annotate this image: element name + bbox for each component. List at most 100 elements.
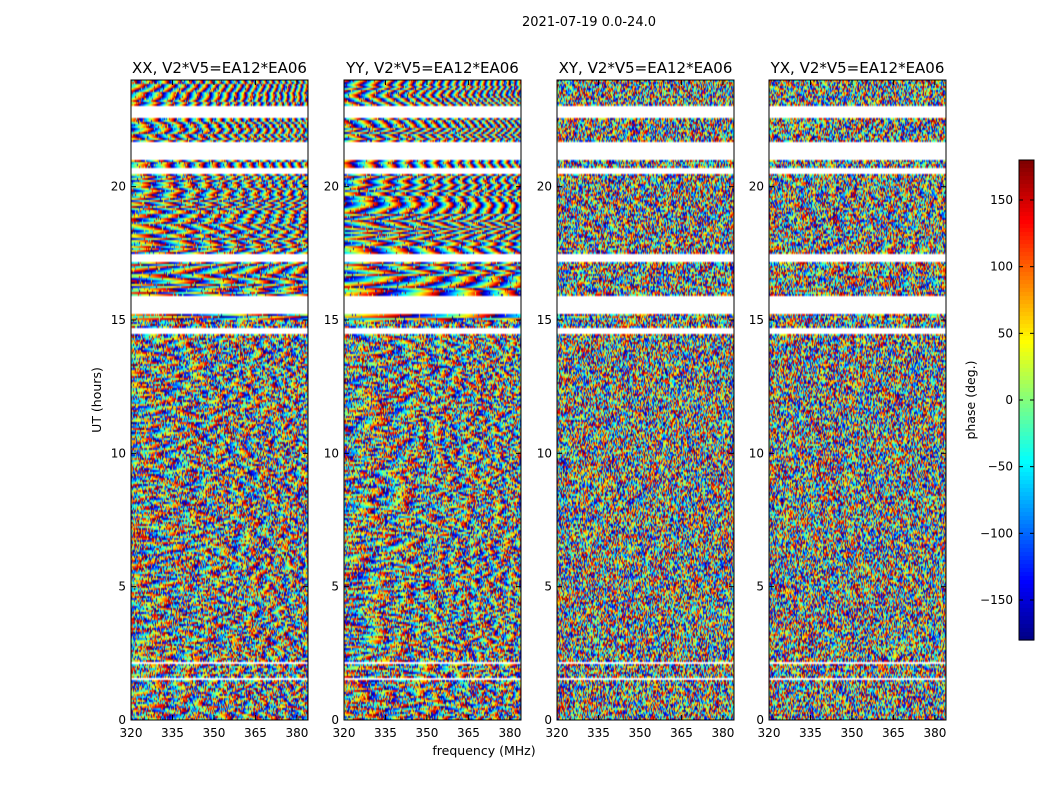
y-tick-label: 20 xyxy=(749,180,764,194)
x-tick-label: 350 xyxy=(841,726,864,740)
colorbar-segment xyxy=(1019,476,1034,481)
colorbar-segment xyxy=(1019,356,1034,361)
x-tick-label: 350 xyxy=(629,726,652,740)
colorbar-segment xyxy=(1019,552,1034,557)
y-tick-label: 20 xyxy=(324,180,339,194)
colorbar-segment xyxy=(1019,368,1034,373)
colorbar-segment xyxy=(1019,220,1034,225)
x-tick-label: 365 xyxy=(882,726,905,740)
heatmap-raster xyxy=(131,80,308,720)
colorbar-tick-label: −50 xyxy=(988,460,1013,474)
colorbar-segment xyxy=(1019,484,1034,489)
colorbar-segment xyxy=(1019,224,1034,229)
x-tick-label: 335 xyxy=(374,726,397,740)
y-tick-label: 0 xyxy=(544,713,552,727)
x-tick-label: 335 xyxy=(161,726,184,740)
x-tick-label: 380 xyxy=(285,726,308,740)
colorbar-segment xyxy=(1019,260,1034,265)
colorbar-segment xyxy=(1019,584,1034,589)
colorbar-segment xyxy=(1019,540,1034,545)
colorbar-segment xyxy=(1019,196,1034,201)
panel-title: YY, V2*V5=EA12*EA06 xyxy=(345,59,519,77)
colorbar-segment xyxy=(1019,292,1034,297)
colorbar-segment xyxy=(1019,408,1034,413)
y-tick-label: 20 xyxy=(111,180,126,194)
colorbar-segment xyxy=(1019,300,1034,305)
colorbar-segment xyxy=(1019,320,1034,325)
colorbar-segment xyxy=(1019,520,1034,525)
panel-2: XY, V2*V5=EA12*EA06 320 335 350 365 380 0 5 10 15… xyxy=(537,59,735,740)
colorbar-segment xyxy=(1019,380,1034,385)
colorbar-segment xyxy=(1019,436,1034,441)
colorbar-segment xyxy=(1019,596,1034,601)
colorbar-segment xyxy=(1019,636,1034,641)
colorbar-segment xyxy=(1019,244,1034,249)
colorbar-tick-label: −100 xyxy=(980,526,1013,540)
colorbar-segment xyxy=(1019,304,1034,309)
panel-frame xyxy=(130,79,309,721)
colorbar-segment xyxy=(1019,264,1034,269)
colorbar-segment xyxy=(1019,280,1034,285)
panel-title: YX, V2*V5=EA12*EA06 xyxy=(770,59,945,77)
colorbar-tick-label: 50 xyxy=(998,326,1013,340)
colorbar-segment xyxy=(1019,200,1034,205)
colorbar-segment xyxy=(1019,216,1034,221)
panel-frame xyxy=(556,79,735,721)
colorbar-segment xyxy=(1019,440,1034,445)
colorbar-segment xyxy=(1019,336,1034,341)
colorbar-segment xyxy=(1019,572,1034,577)
colorbar-segment xyxy=(1019,524,1034,529)
y-tick-label: 15 xyxy=(111,313,126,327)
colorbar-segment xyxy=(1019,288,1034,293)
x-tick-label: 350 xyxy=(416,726,439,740)
colorbar-segment xyxy=(1019,168,1034,173)
colorbar-segment xyxy=(1019,376,1034,381)
colorbar-segment xyxy=(1019,204,1034,209)
colorbar-segment xyxy=(1019,444,1034,449)
colorbar-segment xyxy=(1019,188,1034,193)
colorbar-segment xyxy=(1019,344,1034,349)
x-tick-label: 320 xyxy=(546,726,569,740)
colorbar-segment xyxy=(1019,372,1034,377)
colorbar-segment xyxy=(1019,164,1034,169)
y-tick-label: 0 xyxy=(118,713,126,727)
colorbar-segment xyxy=(1019,472,1034,477)
colorbar-segment xyxy=(1019,360,1034,365)
y-tick-label: 5 xyxy=(756,580,764,594)
heatmap-raster xyxy=(557,80,734,720)
colorbar-segment xyxy=(1019,608,1034,613)
colorbar-segment xyxy=(1019,316,1034,321)
y-tick-label: 0 xyxy=(756,713,764,727)
heatmap-raster xyxy=(344,80,521,720)
colorbar-segment xyxy=(1019,616,1034,621)
colorbar-segment xyxy=(1019,192,1034,197)
y-tick-label: 5 xyxy=(544,580,552,594)
colorbar-segment xyxy=(1019,600,1034,605)
colorbar-segment xyxy=(1019,180,1034,185)
colorbar-label: phase (deg.) xyxy=(963,361,978,440)
colorbar-segment xyxy=(1019,604,1034,609)
colorbar-segment xyxy=(1019,160,1034,165)
colorbar-tick-label: 150 xyxy=(990,193,1013,207)
y-axis-label: UT (hours) xyxy=(89,367,104,433)
y-tick-label: 10 xyxy=(537,446,552,460)
y-tick-label: 15 xyxy=(749,313,764,327)
colorbar-segment xyxy=(1019,620,1034,625)
x-tick-label: 365 xyxy=(457,726,480,740)
colorbar-segment xyxy=(1019,516,1034,521)
colorbar-segment xyxy=(1019,228,1034,233)
colorbar-segment xyxy=(1019,544,1034,549)
colorbar-segment xyxy=(1019,184,1034,189)
panel-1: YY, V2*V5=EA12*EA06 320 335 350 365 380 0 5 10 15… xyxy=(324,59,522,740)
colorbar-segment xyxy=(1019,576,1034,581)
colorbar-segment xyxy=(1019,560,1034,565)
colorbar-segment xyxy=(1019,564,1034,569)
colorbar-segment xyxy=(1019,172,1034,177)
colorbar-segment xyxy=(1019,432,1034,437)
colorbar-segment xyxy=(1019,388,1034,393)
colorbar-segment xyxy=(1019,632,1034,637)
colorbar-tick-label: 0 xyxy=(1005,393,1013,407)
x-axis-label: frequency (MHz) xyxy=(432,743,535,758)
colorbar-segment xyxy=(1019,240,1034,245)
colorbar-segment xyxy=(1019,468,1034,473)
